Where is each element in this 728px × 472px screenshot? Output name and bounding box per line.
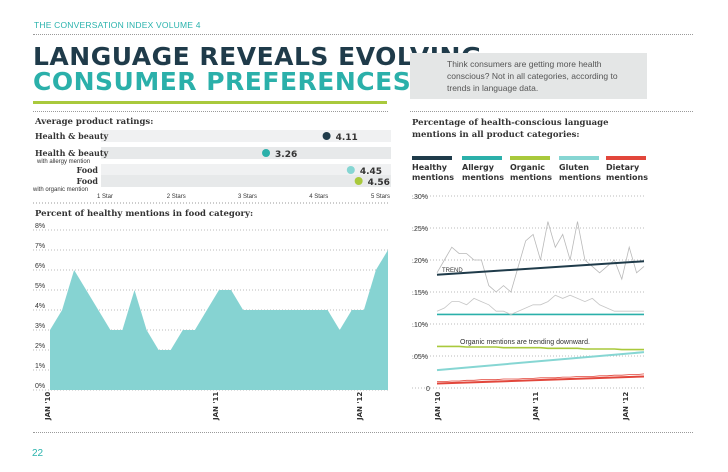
rating-row-label: Health & beauty <box>35 131 109 141</box>
legend-label: Allergy mentions <box>462 163 504 182</box>
running-head: THE CONVERSATION INDEX VOLUME 4 <box>34 20 201 30</box>
trend-annotation: TREND <box>442 268 463 274</box>
rating-dot <box>262 149 271 157</box>
rating-axis-tick: 5 Stars <box>371 194 390 200</box>
trend-fit-line <box>436 260 645 276</box>
title-underline <box>33 101 387 104</box>
trend-y-tick: .25% <box>412 226 428 233</box>
area-x-tick: JAN '11 <box>212 392 220 421</box>
rating-row-label: Health & beauty <box>35 148 109 158</box>
legend-label: Gluten mentions <box>559 163 601 182</box>
page-title-line1: LANGUAGE REVEALS EVOLVING <box>33 42 482 71</box>
trend-y-tick: .15% <box>412 290 428 297</box>
rating-axis-tick: 3 Stars <box>238 194 257 200</box>
trend-x-tick: JAN '10 <box>434 392 442 421</box>
divider <box>33 111 388 112</box>
rating-axis-tick: 1 Star <box>97 194 113 200</box>
rating-row-band <box>101 164 391 176</box>
trend-x-tick: JAN '11 <box>532 392 540 421</box>
area-y-tick: 7% <box>35 243 45 250</box>
area-y-tick: 0% <box>35 383 45 390</box>
trend-series-line <box>436 294 644 315</box>
trend-series-line <box>437 345 644 351</box>
area-y-tick: 4% <box>35 303 45 310</box>
footer-divider <box>33 432 693 433</box>
area-y-tick: 1% <box>35 363 45 370</box>
rating-value-label: 4.11 <box>336 133 358 143</box>
area-x-tick: JAN '12 <box>356 392 364 421</box>
area-x-tick: JAN '10 <box>44 392 52 421</box>
trend-x-tick: JAN '12 <box>622 392 630 421</box>
rating-row-band <box>101 175 391 187</box>
rating-axis-tick: 4 Stars <box>309 194 328 200</box>
food-chart-title: Percent of healthy mentions in food cate… <box>35 209 254 219</box>
ratings-chart-title: Average product ratings: <box>35 117 154 127</box>
trend-y-tick: .05% <box>412 354 428 361</box>
trend-chart-title: Percentage of health-conscious language … <box>412 118 609 140</box>
legend-swatch <box>462 156 502 160</box>
rating-dot <box>354 177 363 185</box>
rating-dot <box>346 166 355 174</box>
organic-annotation: Organic mentions are trending downward. <box>460 339 590 346</box>
rating-value-label: 4.56 <box>368 178 390 188</box>
legend-label: Dietary mentions <box>606 163 648 182</box>
legend-swatch <box>559 156 599 160</box>
area-y-tick: 8% <box>35 223 45 230</box>
area-y-tick: 5% <box>35 283 45 290</box>
rating-row-sublabel: with allergy mention <box>36 159 90 165</box>
area-y-tick: 3% <box>35 323 45 330</box>
area-y-tick: 2% <box>35 343 45 350</box>
trend-y-tick: .30% <box>412 194 428 201</box>
area-series <box>50 250 388 390</box>
trend-fit-line <box>436 351 645 372</box>
trend-series-line <box>436 221 645 293</box>
trend-y-tick: .10% <box>412 322 428 329</box>
trend-y-tick: .20% <box>412 258 428 265</box>
rating-value-label: 4.45 <box>360 167 382 177</box>
rating-row-band <box>101 147 391 159</box>
rating-row-label: Food <box>76 176 98 186</box>
rating-row-label: Food <box>76 165 98 175</box>
page-title-line2: CONSUMER PREFERENCES <box>33 67 412 96</box>
intro-text: Think consumers are getting more health … <box>447 59 618 93</box>
area-y-tick: 6% <box>35 263 45 270</box>
trend-series-line <box>437 373 645 382</box>
legend-label: Organic mentions <box>510 163 552 182</box>
rating-dot <box>322 132 331 140</box>
header-divider <box>33 34 693 35</box>
page-number: 22 <box>32 448 44 459</box>
rating-axis-tick: 2 Stars <box>167 194 186 200</box>
legend-label: Healthy mentions <box>412 163 454 182</box>
trend-fit-line <box>436 375 645 385</box>
legend-swatch <box>606 156 646 160</box>
divider <box>410 111 693 112</box>
legend-swatch <box>510 156 550 160</box>
legend-swatch <box>412 156 452 160</box>
intro-box <box>410 53 647 99</box>
rating-row-sublabel: with organic mention <box>32 187 88 193</box>
rating-value-label: 3.26 <box>275 150 297 160</box>
rating-row-band <box>101 130 391 142</box>
trend-y-tick: 0 <box>426 386 430 393</box>
